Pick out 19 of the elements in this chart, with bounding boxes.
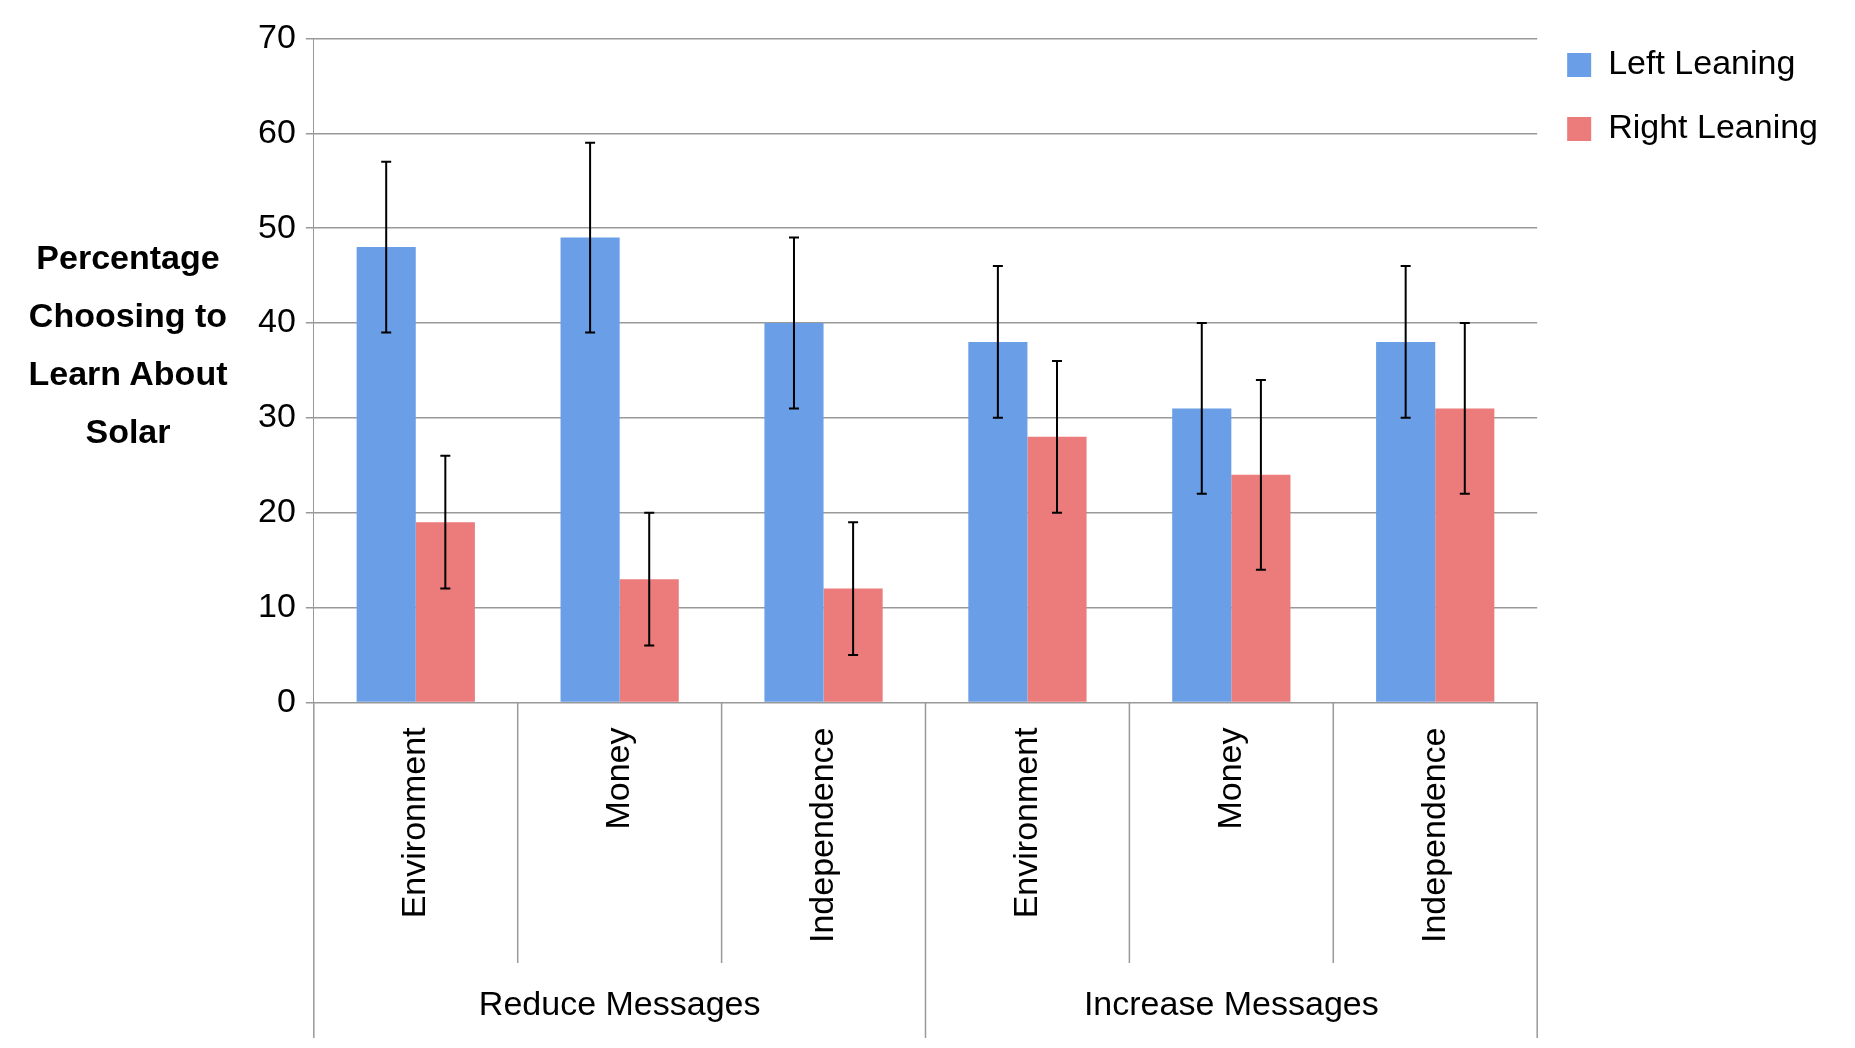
legend-label: Left Leaning [1608, 43, 1796, 82]
x-tick-label: Money [1209, 727, 1248, 830]
y-tick-label: 10 [257, 585, 296, 624]
y-tick-label: 60 [257, 111, 296, 150]
x-tick-label: Money [598, 727, 637, 830]
y-tick-label: 0 [276, 680, 296, 719]
x-tick-label: Independence [801, 727, 840, 944]
x-tick-label: Independence [1413, 727, 1452, 944]
y-tick-label: 40 [257, 301, 296, 340]
legend-label: Right Leaning [1608, 107, 1818, 146]
x-tick-label: Environment [1005, 726, 1044, 919]
y-tick-label: 30 [257, 396, 296, 435]
y-tick-label: 70 [257, 16, 296, 55]
x-tick-label: Environment [394, 726, 433, 919]
text: Reduce Messages [478, 984, 761, 1023]
y-tick-label: 50 [257, 206, 296, 245]
text: Increase Messages [1083, 984, 1379, 1023]
y-tick-label: 20 [257, 491, 296, 530]
y-axis-title: Percentage Choosing to Learn About Solar [27, 237, 229, 452]
